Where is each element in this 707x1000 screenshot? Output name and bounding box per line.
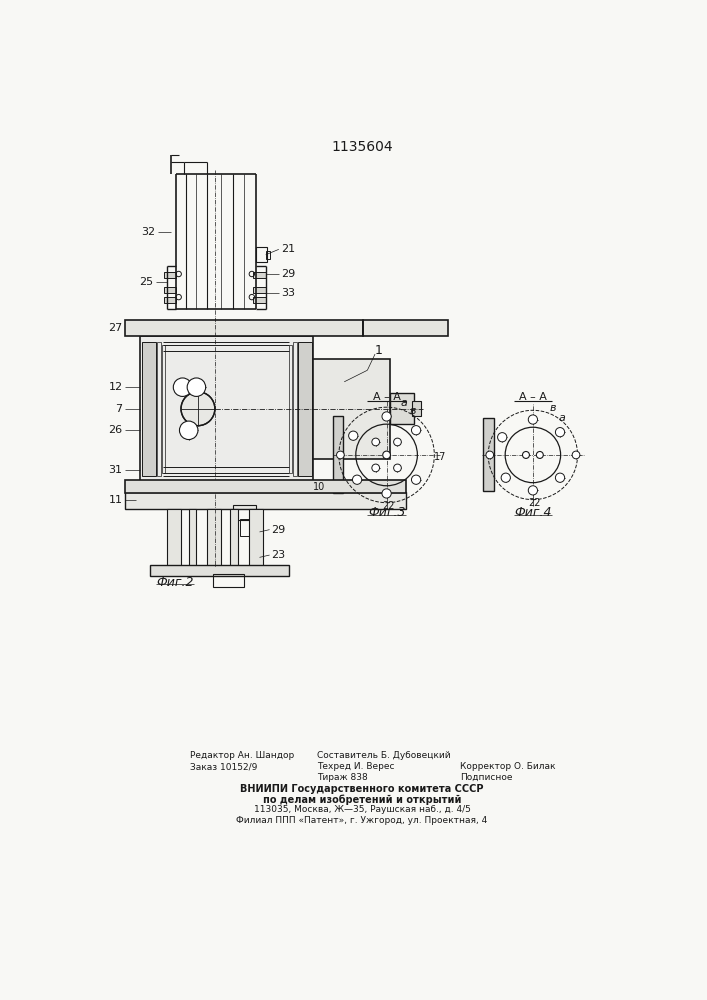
Text: 25: 25 [139,277,153,287]
Bar [164,287,176,293]
Text: 33: 33 [281,288,295,298]
Text: Корректор О. Билак: Корректор О. Билак [460,762,555,771]
Text: 22: 22 [528,498,541,508]
Bar [214,574,244,587]
Text: Фиг.3: Фиг.3 [368,506,405,519]
Text: 29: 29 [281,269,296,279]
Bar [412,401,421,416]
Text: 32: 32 [141,227,156,237]
Text: 10: 10 [313,482,326,492]
Bar [253,297,266,303]
Circle shape [556,428,565,437]
Bar [256,247,267,262]
Bar [363,320,448,336]
Bar [266,251,270,259]
Text: 113035, Москва, Ж—35, Раушская наб., д. 4/5: 113035, Москва, Ж—35, Раушская наб., д. … [254,805,470,814]
Bar [253,272,266,278]
Circle shape [337,451,344,459]
Text: 1135604: 1135604 [331,140,393,154]
Text: 22: 22 [382,501,395,511]
Bar [293,342,296,476]
Text: 23: 23 [271,550,285,560]
Text: Редактор Ан. Шандор: Редактор Ан. Шандор [190,751,295,760]
Bar [240,519,250,536]
Bar [230,509,238,567]
Circle shape [382,451,390,459]
Bar [141,342,156,476]
Circle shape [498,433,507,442]
Circle shape [556,473,565,482]
Bar [233,505,256,520]
Circle shape [382,412,391,421]
Text: Заказ 10152/9: Заказ 10152/9 [190,762,257,771]
Bar [298,342,312,476]
Text: Подписное: Подписное [460,773,513,782]
Circle shape [522,451,530,458]
Text: Техред И. Верес: Техред И. Верес [317,762,395,771]
Text: 17: 17 [434,452,447,462]
Circle shape [501,473,510,482]
Text: Филиал ППП «Патент», г. Ужгород, ул. Проектная, 4: Филиал ППП «Патент», г. Ужгород, ул. Про… [236,816,488,825]
Text: Составитель Б. Дубовецкий: Составитель Б. Дубовецкий [317,751,451,760]
Text: 7: 7 [115,404,122,414]
Bar [313,359,390,459]
Circle shape [411,475,421,484]
Circle shape [181,392,215,426]
Text: Тираж 838: Тираж 838 [317,773,368,782]
Bar [167,509,181,567]
Text: а: а [400,398,407,408]
Bar [189,509,197,567]
Bar [483,418,493,491]
Circle shape [394,438,402,446]
Text: 12: 12 [108,382,122,392]
Circle shape [537,451,543,458]
Circle shape [372,464,380,472]
Text: 29: 29 [271,525,286,535]
Bar [164,272,176,278]
Bar [288,345,292,473]
Circle shape [173,378,192,396]
Circle shape [528,486,537,495]
Text: 31: 31 [108,465,122,475]
Text: 26: 26 [108,425,122,435]
Text: в: в [409,406,416,416]
Bar [333,416,344,493]
Circle shape [353,475,362,484]
Bar [140,336,313,482]
Text: в: в [550,403,556,413]
Bar [125,480,406,493]
Circle shape [382,489,391,498]
Text: 27: 27 [108,323,122,333]
Text: 11: 11 [108,495,122,505]
Circle shape [187,378,206,396]
Text: A – A: A – A [373,392,401,402]
Bar [125,320,363,336]
Bar [249,509,262,567]
Circle shape [411,426,421,435]
Bar [207,509,221,567]
Text: ВНИИПИ Государственного комитета СССР: ВНИИПИ Государственного комитета СССР [240,784,484,794]
Text: A – A: A – A [519,392,547,402]
Text: Фиг.2: Фиг.2 [156,576,194,588]
Circle shape [349,431,358,440]
Circle shape [528,415,537,424]
Text: 1: 1 [375,344,383,358]
Bar [125,492,406,509]
Bar [390,393,414,424]
Circle shape [372,438,380,446]
Bar [164,297,176,303]
Circle shape [180,421,198,440]
Circle shape [486,451,493,459]
Text: 21: 21 [281,244,296,254]
Text: Фиг.4: Фиг.4 [514,506,551,519]
Circle shape [572,451,580,459]
Bar [157,342,161,476]
Text: а: а [559,413,565,423]
Bar [150,565,288,576]
Bar [162,345,165,473]
Circle shape [394,464,402,472]
Bar [253,287,266,293]
Text: по делам изобретений и открытий: по делам изобретений и открытий [263,795,461,805]
